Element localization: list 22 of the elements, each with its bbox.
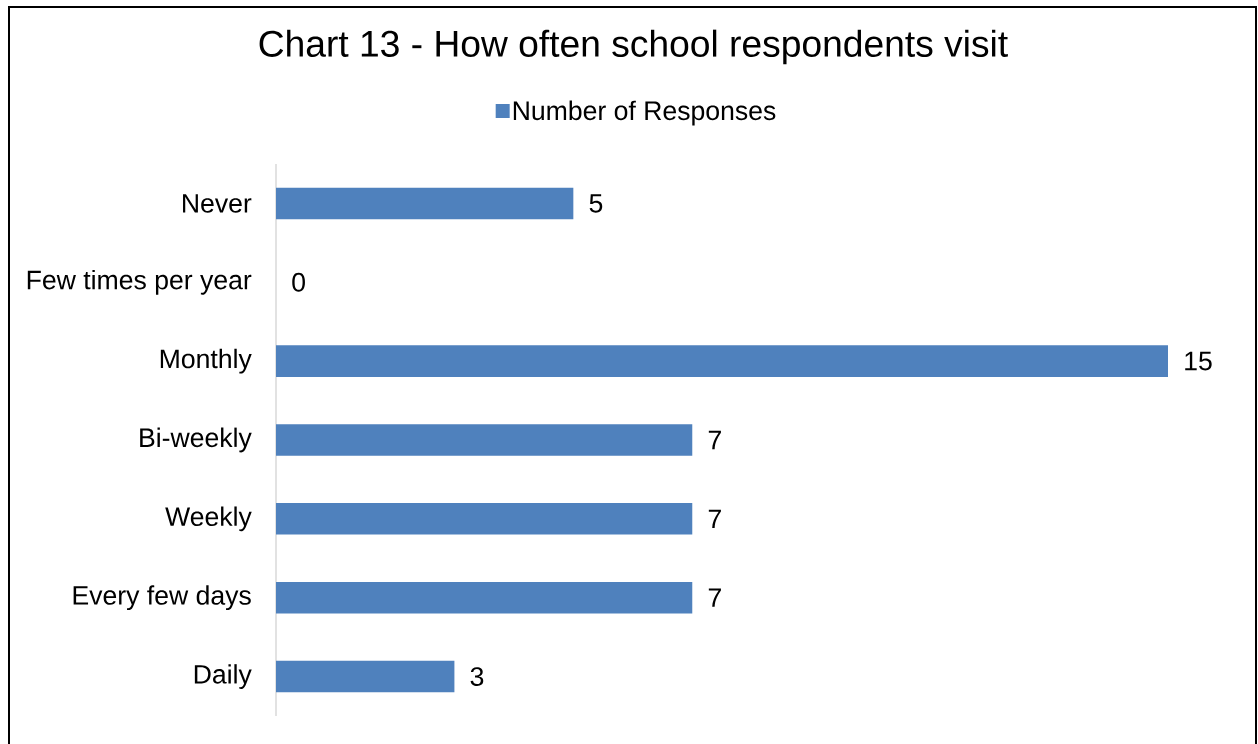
- data-label: 0: [292, 272, 305, 292]
- bar: [276, 345, 1168, 377]
- y-tick-label: Weekly: [165, 506, 252, 532]
- data-label: 7: [708, 509, 721, 528]
- data-label: 15: [1185, 351, 1212, 371]
- data-label: 7: [708, 430, 721, 450]
- legend-label: Number of Responses: [513, 100, 776, 126]
- y-tick-label: Never: [183, 194, 252, 213]
- bar: [276, 581, 693, 614]
- data-label: 7: [708, 588, 721, 607]
- y-tick-label: Monthly: [160, 348, 252, 374]
- y-tick-label: Few times per year: [27, 269, 252, 295]
- y-tick-label: Bi-weekly: [140, 427, 252, 453]
- y-tick-label: Every few days: [73, 585, 251, 611]
- bar: [276, 503, 693, 535]
- data-label: 5: [589, 194, 603, 213]
- y-tick-label: Daily: [194, 664, 252, 689]
- bar: [276, 660, 455, 693]
- bar: [276, 424, 693, 456]
- chart-title: Chart 13 - How often school respondents visit: [259, 29, 1008, 65]
- bar: [276, 187, 574, 220]
- data-label: 3: [470, 667, 484, 686]
